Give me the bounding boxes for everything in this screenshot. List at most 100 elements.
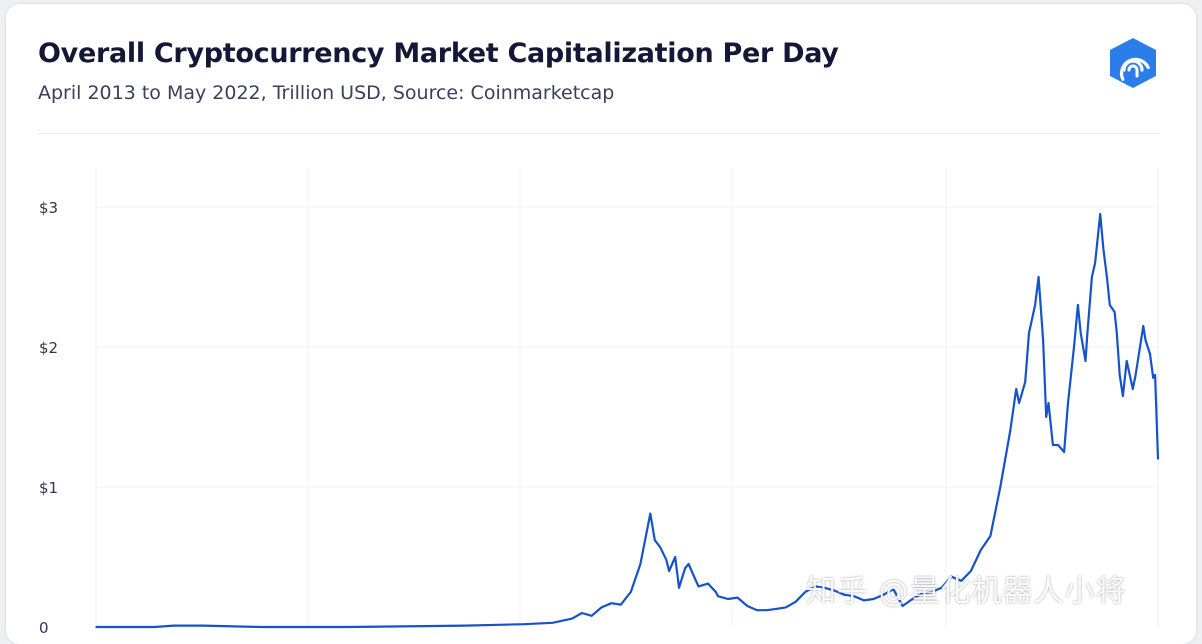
data-point (1142, 325, 1145, 327)
data-point (600, 606, 603, 609)
data-point (892, 588, 895, 590)
data-point (1024, 381, 1026, 383)
data-point (784, 606, 787, 609)
data-point (863, 599, 865, 602)
data-point (464, 624, 467, 627)
data-point (1047, 402, 1050, 404)
data-point (1037, 276, 1040, 278)
data-point (1084, 360, 1087, 362)
data-point (581, 612, 583, 614)
data-point (620, 603, 622, 606)
data-point (1144, 339, 1147, 341)
data-point (1028, 332, 1030, 334)
data-point (804, 591, 806, 593)
data-point (1118, 374, 1121, 376)
data-point (571, 617, 573, 620)
data-point (1045, 416, 1047, 418)
watermark-text: 知乎 @量化机器人小将 (806, 574, 1127, 609)
data-point (1134, 374, 1137, 376)
data-point (674, 556, 676, 558)
data-point (814, 585, 816, 588)
data-point (1086, 332, 1089, 334)
data-point (901, 605, 904, 607)
data-point (1052, 444, 1054, 446)
data-point (970, 570, 972, 572)
data-point (1034, 304, 1036, 306)
grid-layer (95, 168, 1159, 627)
data-point (95, 626, 97, 628)
data-point (833, 589, 836, 592)
series-layer (95, 212, 1160, 629)
data-point (1015, 388, 1017, 390)
data-point (1067, 402, 1069, 404)
chart-title: Overall Cryptocurrency Market Capitaliza… (38, 38, 839, 69)
data-point (649, 512, 652, 515)
data-point (960, 580, 963, 582)
coin-spiral-hexagon-icon (1110, 38, 1156, 88)
data-point (1116, 332, 1118, 334)
data-point (1009, 430, 1011, 432)
data-point (201, 624, 204, 627)
data-point (697, 585, 700, 588)
data-point (1113, 311, 1116, 313)
data-point (1077, 304, 1079, 306)
data-point (1063, 451, 1065, 453)
y-axis: 0 $1 $2 $3 (39, 199, 58, 633)
data-point (1057, 444, 1059, 446)
data-point (1079, 332, 1082, 334)
data-point (1125, 360, 1128, 362)
data-point (776, 608, 778, 610)
chart-subtitle: April 2013 to May 2022, Trillion USD, So… (38, 82, 615, 104)
data-point (931, 591, 933, 593)
data-point (717, 595, 719, 597)
data-point (590, 615, 593, 617)
data-point (1154, 374, 1156, 376)
data-point (1094, 262, 1096, 264)
data-point (153, 626, 156, 628)
data-point (684, 567, 686, 569)
data-point (1109, 304, 1111, 306)
data-point (1157, 458, 1159, 460)
data-point (980, 549, 982, 551)
data-point (1152, 377, 1154, 379)
data-point (1096, 241, 1099, 243)
chart-card (6, 4, 1196, 644)
data-point (989, 535, 992, 537)
data-point (746, 605, 749, 607)
data-point (1102, 248, 1105, 250)
data-point (678, 587, 680, 589)
data-point (921, 592, 923, 595)
data-point (1149, 353, 1151, 355)
data-point (347, 626, 350, 628)
data-point (523, 623, 525, 625)
data-point (693, 577, 696, 579)
data-point (173, 624, 175, 627)
data-point (727, 598, 729, 600)
data-point (1018, 402, 1020, 404)
data-point (756, 609, 758, 611)
header-divider (38, 133, 1160, 134)
data-point (715, 591, 717, 593)
data-point (654, 539, 656, 541)
y-tick-label: $2 (39, 339, 58, 357)
data-point (668, 570, 670, 572)
data-point (1132, 388, 1134, 390)
data-point (639, 563, 642, 565)
data-point (950, 575, 953, 578)
data-point (872, 598, 875, 600)
y-tick-label: $1 (39, 479, 58, 497)
data-point (736, 596, 739, 599)
data-point (766, 609, 768, 611)
data-point (1042, 339, 1044, 341)
data-point (659, 546, 661, 548)
data-point (940, 587, 943, 589)
data-point (1073, 346, 1075, 348)
data-point (260, 626, 263, 628)
data-point (911, 598, 914, 600)
data-point (999, 486, 1002, 488)
data-point (551, 622, 554, 624)
data-point (687, 563, 690, 565)
data-point (843, 594, 846, 596)
data-point (707, 582, 709, 585)
